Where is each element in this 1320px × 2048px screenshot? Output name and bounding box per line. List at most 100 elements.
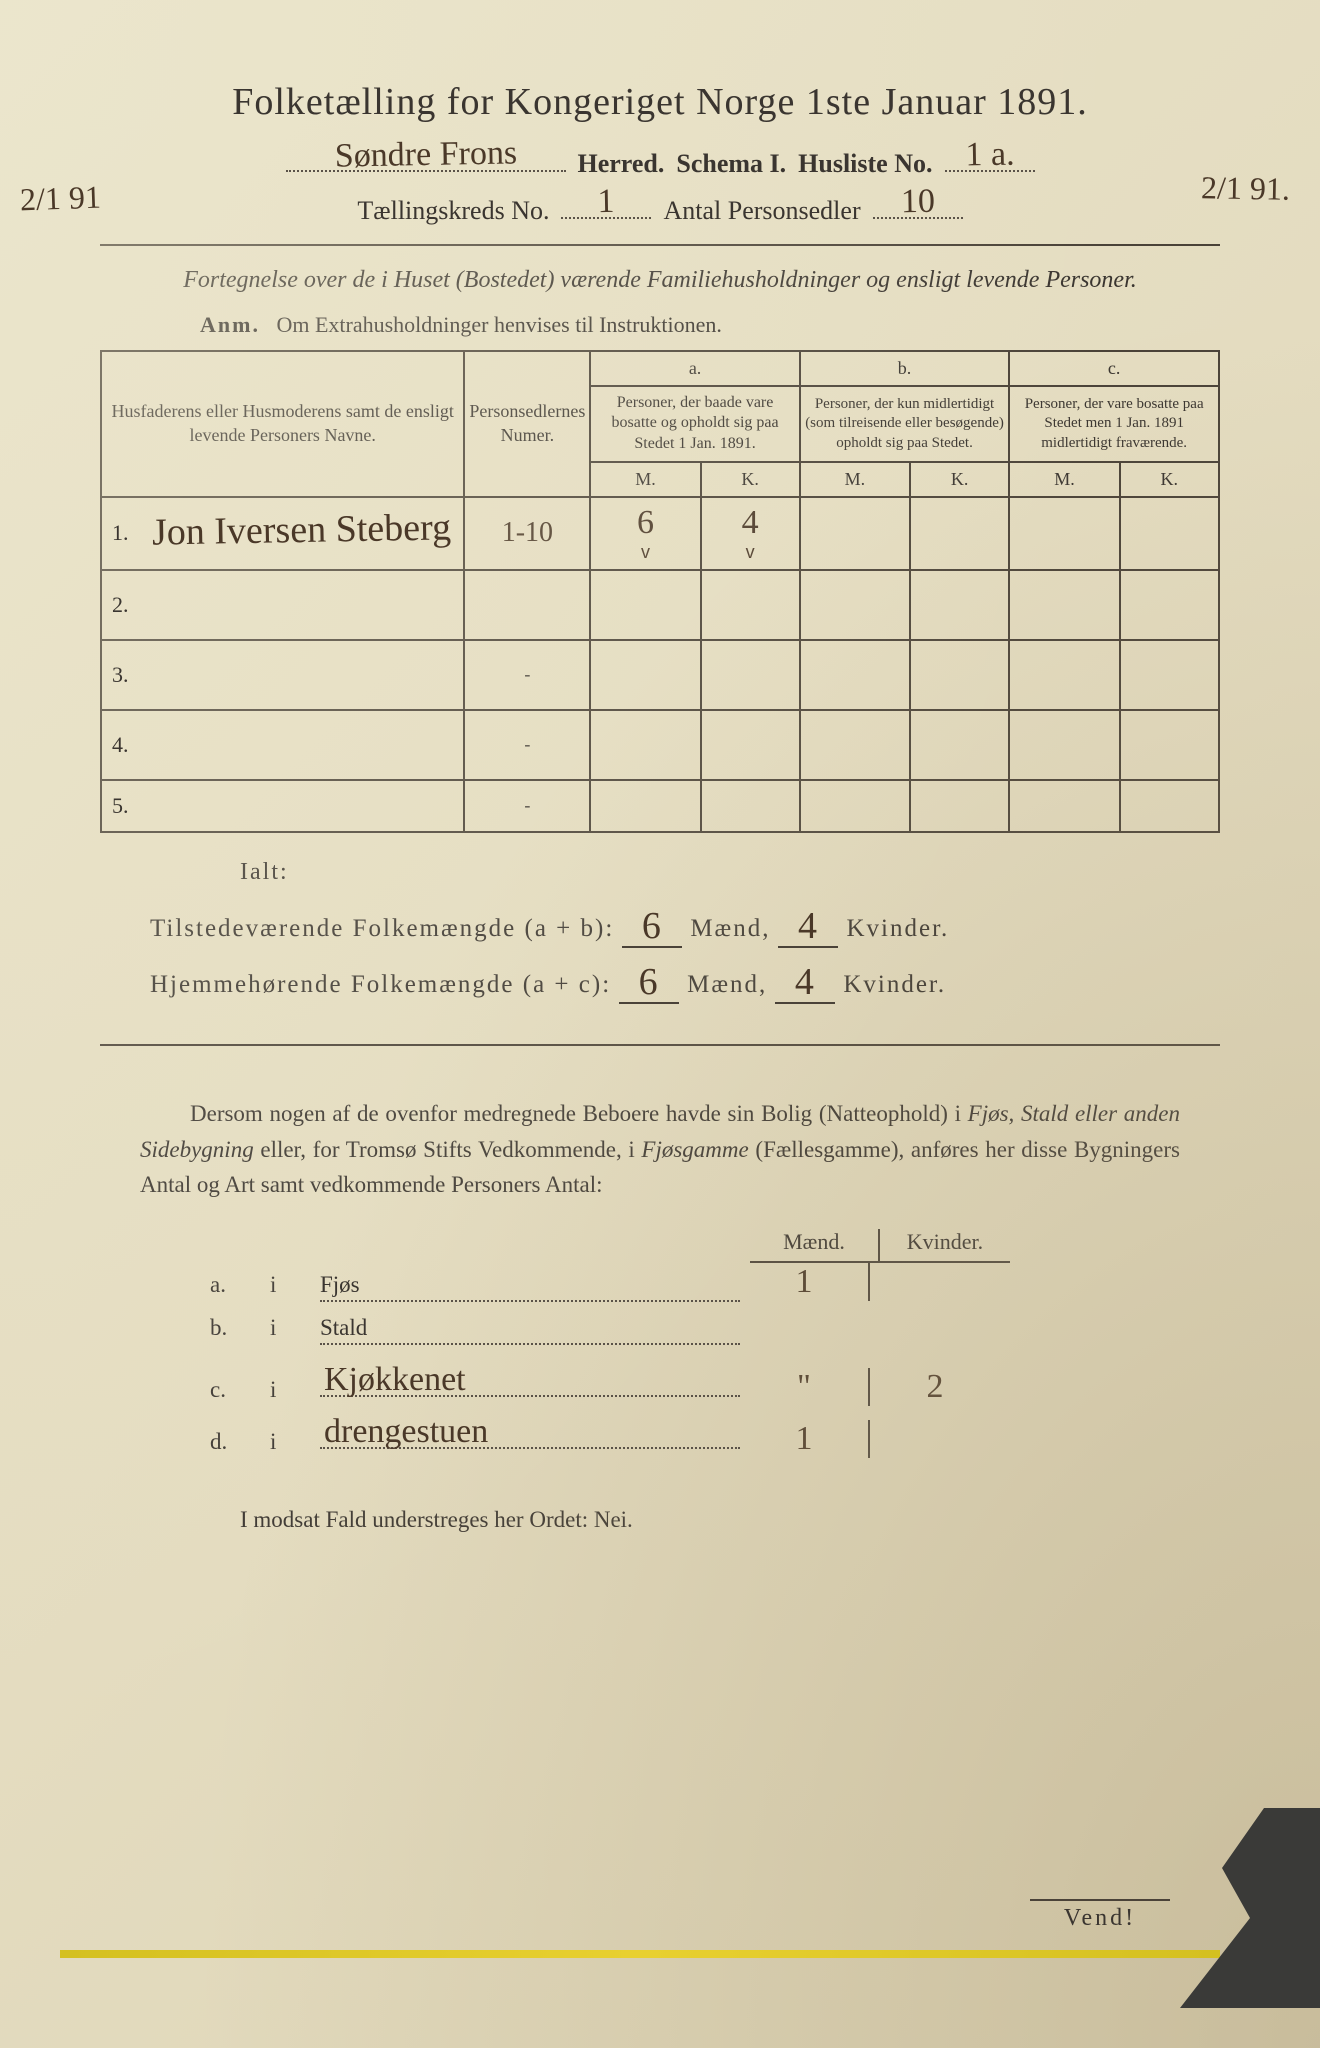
anm-line: Anm. Om Extrahusholdninger henvises til … xyxy=(200,312,1220,338)
anm-label: Anm. xyxy=(200,312,260,337)
table-row: 3. - xyxy=(101,640,1219,710)
sub-table: a. i Fjøs 1 b. i Stald c. i Kjøkkenet " … xyxy=(210,1263,1160,1471)
sub-name-hw: Kjøkkenet xyxy=(324,1361,466,1399)
mk-kvinder: Kvinder. xyxy=(880,1229,1010,1263)
sub-m: " xyxy=(740,1368,870,1406)
page-title: Folketælling for Kongeriget Norge 1ste J… xyxy=(100,80,1220,124)
sub-name: Fjøs xyxy=(320,1272,360,1297)
herred-line: Søndre Frons Herred. Schema I. Husliste … xyxy=(100,142,1220,179)
cell-a-k: 4 xyxy=(742,504,759,541)
kreds-value: 1 xyxy=(561,182,652,222)
maend-label: Mænd, xyxy=(690,915,770,943)
col-c-text: Personer, der vare bosatte paa Stedet me… xyxy=(1009,386,1219,462)
col-a-k: K. xyxy=(701,462,800,497)
paragraph: Dersom nogen af de ovenfor medregnede Be… xyxy=(140,1096,1180,1203)
table-row: 5. - xyxy=(101,780,1219,832)
summary-line-2: Hjemmehørende Folkemængde (a + c): 6 Mæn… xyxy=(150,958,1220,1004)
col-name-header: Husfaderens eller Husmoderens samt de en… xyxy=(101,351,464,497)
table-row: 4. - xyxy=(101,710,1219,780)
sub-label: d. xyxy=(210,1429,270,1455)
row-num: 1. xyxy=(112,520,140,546)
check-m: v xyxy=(595,542,695,563)
row-num: 4. xyxy=(112,732,140,758)
cell: - xyxy=(464,710,590,780)
summary1-m: 6 xyxy=(642,905,663,947)
husliste-value: 1 a. xyxy=(944,135,1035,175)
cell: - xyxy=(464,640,590,710)
sub-i: i xyxy=(270,1315,320,1341)
summary2-label: Hjemmehørende Folkemængde (a + c): xyxy=(150,971,611,999)
cell: - xyxy=(464,780,590,832)
sub-label: a. xyxy=(210,1272,270,1298)
summary-line-1: Tilstedeværende Folkemængde (a + b): 6 M… xyxy=(150,902,1220,948)
summary2-k: 4 xyxy=(795,961,816,1003)
herred-label: Herred. xyxy=(578,149,665,179)
sub-row: d. i drengestuen 1 xyxy=(210,1419,1160,1471)
col-c-m: M. xyxy=(1009,462,1119,497)
ialt-label: Ialt: xyxy=(240,859,1220,886)
sub-m: 1 xyxy=(740,1420,870,1458)
col-a-m: M. xyxy=(590,462,700,497)
sub-i: i xyxy=(270,1272,320,1298)
table-row: 1.Jon Iversen Steberg 1-10 6v 4v xyxy=(101,497,1219,570)
sub-name: Stald xyxy=(320,1315,367,1340)
subtitle: Fortegnelse over de i Huset (Bostedet) v… xyxy=(140,264,1180,298)
mk-maend: Mænd. xyxy=(750,1229,880,1263)
check-k: v xyxy=(706,542,795,563)
schema-label: Schema I. xyxy=(676,149,786,179)
antal-label: Antal Personsedler xyxy=(663,196,860,226)
col-b-text: Personer, der kun midlertidigt (som tilr… xyxy=(800,386,1010,462)
document-page: 2/1 91 2/1 91. Folketælling for Kongerig… xyxy=(0,0,1320,2048)
col-c-label: c. xyxy=(1009,351,1219,386)
herred-value: Søndre Frons xyxy=(285,134,566,177)
summary1-label: Tilstedeværende Folkemængde (a + b): xyxy=(150,915,614,943)
kreds-label: Tællingskreds No. xyxy=(357,196,549,226)
sub-row: a. i Fjøs 1 xyxy=(210,1263,1160,1315)
sub-i: i xyxy=(270,1377,320,1403)
col-c-k: K. xyxy=(1120,462,1219,497)
sub-row: c. i Kjøkkenet " 2 xyxy=(210,1367,1160,1419)
sub-row: b. i Stald xyxy=(210,1315,1160,1367)
sub-k: 2 xyxy=(870,1368,1000,1406)
col-b-k: K. xyxy=(910,462,1009,497)
maend-label: Mænd, xyxy=(687,971,767,999)
col-num-header: Personsedlernes Numer. xyxy=(464,351,590,497)
table-row: 2. xyxy=(101,570,1219,640)
row-num: 5. xyxy=(112,793,140,819)
kreds-line: Tællingskreds No. 1 Antal Personsedler 1… xyxy=(100,189,1220,226)
col-b-label: b. xyxy=(800,351,1010,386)
row-num: 2. xyxy=(112,592,140,618)
col-a-label: a. xyxy=(590,351,799,386)
divider xyxy=(100,244,1220,246)
sub-name-hw: drengestuen xyxy=(324,1413,488,1451)
table-body: 1.Jon Iversen Steberg 1-10 6v 4v 2. 3. -… xyxy=(101,497,1219,832)
kvinder-label: Kvinder. xyxy=(846,915,949,943)
kvinder-label: Kvinder. xyxy=(843,971,946,999)
husliste-label: Husliste No. xyxy=(798,149,932,179)
cell xyxy=(464,570,590,640)
antal-value: 10 xyxy=(872,182,963,222)
row-name: Jon Iversen Steberg xyxy=(152,505,452,554)
para-text: eller, for Tromsø Stifts Vedkommende, i xyxy=(254,1137,642,1162)
sub-label: c. xyxy=(210,1377,270,1403)
divider xyxy=(100,1044,1220,1046)
sub-m: 1 xyxy=(740,1263,870,1301)
footer-line: I modsat Fald understreges her Ordet: Ne… xyxy=(240,1507,1220,1533)
summary2-m: 6 xyxy=(639,961,660,1003)
cell-a-m: 6 xyxy=(637,504,654,541)
row-num: 3. xyxy=(112,662,140,688)
margin-note-left: 2/1 91 xyxy=(19,179,101,219)
para-text: Dersom nogen af de ovenfor medregnede Be… xyxy=(190,1101,968,1126)
summary1-k: 4 xyxy=(798,905,819,947)
row-personnum: 1-10 xyxy=(502,517,553,548)
col-a-text: Personer, der baade vare bosatte og opho… xyxy=(590,386,799,462)
page-damage xyxy=(1180,1808,1320,2008)
para-italic: Fjøsgamme xyxy=(641,1137,748,1162)
sub-i: i xyxy=(270,1429,320,1455)
sub-label: b. xyxy=(210,1315,270,1341)
mk-header: Mænd. Kvinder. xyxy=(750,1229,1220,1263)
yellow-stripe xyxy=(60,1950,1220,1958)
vend-label: Vend! xyxy=(1030,1899,1170,1932)
anm-text: Om Extrahusholdninger henvises til Instr… xyxy=(276,312,721,337)
main-table: Husfaderens eller Husmoderens samt de en… xyxy=(100,350,1220,833)
